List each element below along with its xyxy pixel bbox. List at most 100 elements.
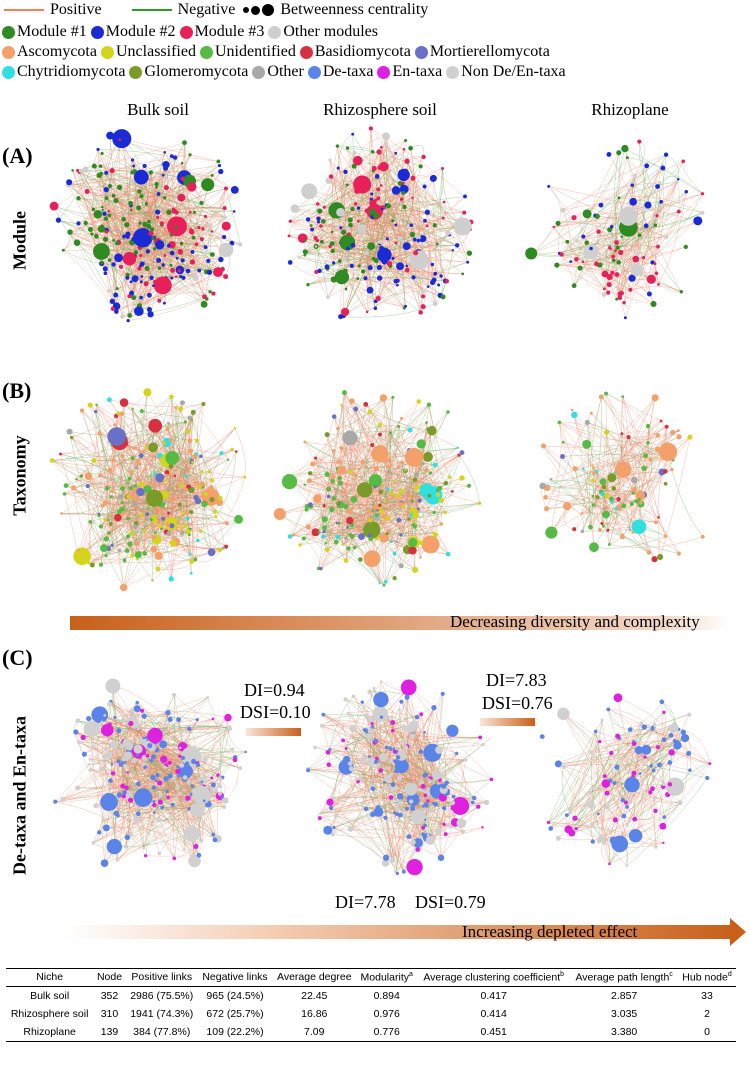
network-node (604, 391, 609, 396)
network-node (189, 509, 194, 515)
network-edge (307, 219, 429, 287)
network-edge (331, 231, 376, 302)
network-node (332, 261, 336, 265)
network-node (173, 474, 177, 478)
network-node (336, 166, 340, 170)
network-edge (113, 697, 208, 746)
network-node (641, 465, 647, 471)
network-edge (88, 511, 192, 564)
network-edge (102, 440, 198, 506)
legend-row-phyla: Ascomycota Unclassified Unidentified Basidi… (2, 42, 554, 62)
network-node (192, 274, 199, 281)
network-node (233, 426, 237, 430)
network-edge (124, 525, 153, 561)
network-edge (370, 128, 463, 227)
network-node (207, 548, 216, 557)
network-edge (458, 454, 480, 504)
network-node (525, 247, 538, 260)
network-node (183, 523, 188, 527)
network-node (394, 151, 398, 155)
network-edge (406, 270, 421, 313)
legend-label: Module #2 (105, 23, 176, 40)
network-node (187, 467, 191, 471)
network-node (651, 394, 659, 402)
network-node (129, 181, 133, 184)
network-node (125, 275, 130, 280)
network-node (346, 546, 351, 551)
network-node (395, 540, 398, 544)
network-node (606, 282, 612, 288)
network-node (144, 265, 150, 272)
network-node (222, 234, 227, 240)
network-edge (624, 148, 703, 194)
network-node (218, 256, 224, 263)
network-edge (65, 431, 189, 486)
network-node (346, 526, 349, 529)
network-node (115, 240, 120, 246)
network-node (134, 446, 138, 450)
network-node (71, 169, 74, 172)
network-node (598, 394, 604, 400)
positive-line-swatch (4, 9, 44, 11)
network-node (437, 283, 441, 287)
network-node (620, 446, 624, 449)
network-edge (317, 147, 382, 241)
network-edge (628, 437, 637, 502)
network-node (632, 173, 638, 178)
network-node (433, 271, 438, 276)
network-edge (547, 487, 601, 531)
network-edge (376, 176, 426, 221)
legend-row-other: Chytridiomycota Glomeromycota Other De-taxa… (2, 62, 570, 82)
network-node (168, 576, 174, 582)
network-node (197, 225, 201, 230)
network-node (224, 186, 228, 191)
network-edge (559, 422, 650, 553)
network-node (591, 503, 596, 507)
network-node (143, 485, 152, 494)
network-edge (609, 165, 663, 278)
network-edge (307, 243, 438, 285)
network-node (416, 238, 421, 243)
network-node (584, 240, 590, 245)
network-node (219, 451, 224, 456)
network-node (402, 204, 407, 210)
network-edge (355, 439, 480, 504)
network-node (321, 219, 326, 224)
network-node (400, 416, 404, 420)
network-edge (621, 431, 658, 436)
network-node (76, 221, 81, 226)
network-edge (138, 719, 198, 785)
network-node (189, 559, 195, 564)
network-node (290, 204, 300, 213)
network-node (610, 270, 615, 275)
network-edge (217, 769, 219, 839)
network-node (421, 154, 426, 160)
network-node (103, 536, 109, 542)
network-node (358, 557, 363, 562)
network-node (630, 259, 634, 262)
network-node (676, 429, 680, 433)
network-node (371, 509, 375, 513)
network-node (104, 229, 109, 234)
network-edge (366, 261, 468, 313)
network-node (353, 202, 358, 206)
panel-a-label: (A) (2, 143, 33, 168)
network-node (167, 511, 171, 515)
network-node (591, 494, 595, 498)
network-edge (349, 456, 429, 535)
network-edge (658, 191, 687, 285)
network-node (154, 268, 158, 272)
network-edge (561, 254, 575, 286)
network-node (392, 551, 397, 556)
network-node (606, 151, 612, 157)
network-node (100, 151, 104, 155)
network-node (617, 295, 623, 301)
network-node (309, 224, 313, 227)
network-node (126, 534, 130, 539)
network-edge (323, 221, 368, 312)
network-node (443, 480, 449, 486)
network-edge (122, 499, 213, 511)
network-edge (141, 410, 190, 419)
network-node (165, 451, 180, 465)
network-node (424, 467, 429, 473)
